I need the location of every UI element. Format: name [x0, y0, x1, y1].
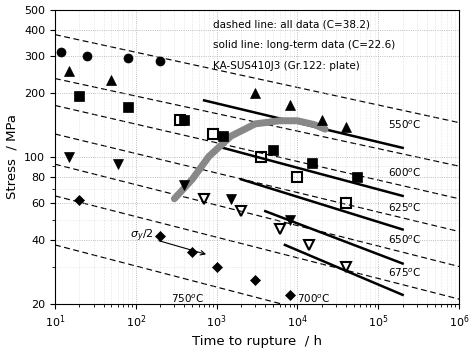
Text: dashed line: all data (C=38.2): dashed line: all data (C=38.2) — [213, 20, 370, 30]
Y-axis label: Stress  / MPa: Stress / MPa — [6, 114, 19, 199]
X-axis label: Time to rupture  / h: Time to rupture / h — [192, 336, 322, 348]
Text: $\sigma$$_y$/2: $\sigma$$_y$/2 — [130, 228, 205, 255]
Text: KA-SUS410J3 (Gr.122: plate): KA-SUS410J3 (Gr.122: plate) — [213, 61, 359, 71]
Text: solid line: long-term data (C=22.6): solid line: long-term data (C=22.6) — [213, 40, 395, 50]
Text: 550$^o$C: 550$^o$C — [388, 118, 421, 131]
Text: 700$^o$C: 700$^o$C — [297, 293, 331, 305]
Text: 600$^o$C: 600$^o$C — [388, 166, 421, 179]
Text: 675$^o$C: 675$^o$C — [388, 267, 421, 279]
Text: 650$^o$C: 650$^o$C — [388, 234, 421, 246]
Text: 625$^o$C: 625$^o$C — [388, 202, 421, 214]
Text: 750$^o$C: 750$^o$C — [171, 293, 204, 305]
